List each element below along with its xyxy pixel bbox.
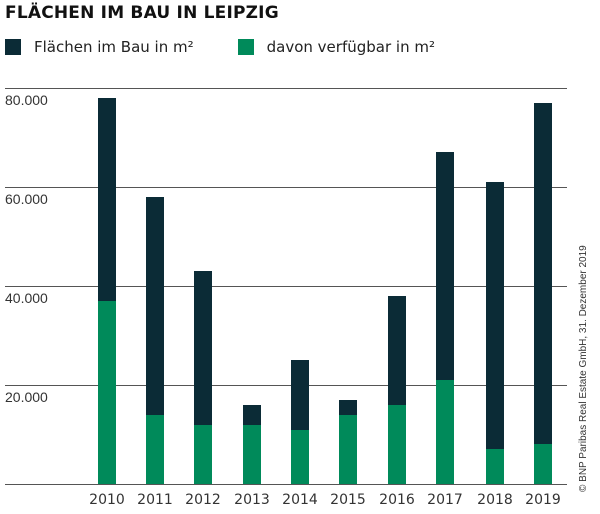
x-tick-label: 2019 — [525, 492, 561, 508]
x-tick-label: 2010 — [89, 492, 125, 508]
bar-segment-available — [436, 380, 454, 484]
legend: Flächen im Bau in m² davon verfügbar in … — [5, 38, 479, 56]
y-tick-label: 20.000 — [5, 389, 48, 405]
x-axis-baseline — [5, 484, 567, 485]
bar-2016 — [388, 295, 406, 484]
x-tick-label: 2012 — [185, 492, 221, 508]
bar-segment-available — [98, 300, 116, 484]
gridline-80000 — [5, 88, 567, 89]
gridline-20000 — [5, 385, 567, 386]
legend-item-total: Flächen im Bau in m² — [5, 38, 194, 56]
x-tick-label: 2016 — [379, 492, 415, 508]
legend-swatch-available — [237, 39, 254, 55]
y-tick-label: 40.000 — [5, 290, 48, 306]
y-tick-label: 60.000 — [5, 191, 48, 207]
x-tick-label: 2018 — [477, 492, 513, 508]
bar-segment-available — [486, 449, 504, 484]
legend-swatch-total — [5, 39, 21, 55]
copyright-credit: © BNP Paribas Real Estate GmbH, 31. Deze… — [578, 245, 589, 492]
bar-segment-total — [146, 196, 164, 484]
legend-item-available: davon verfügbar in m² — [237, 38, 435, 56]
gridline-60000 — [5, 187, 567, 188]
bar-2015 — [339, 399, 357, 484]
bar-2018 — [486, 182, 504, 484]
bar-segment-available — [146, 414, 164, 484]
bar-segment-available — [291, 429, 309, 484]
x-tick-label: 2011 — [137, 492, 173, 508]
bar-2010 — [98, 97, 116, 484]
y-tick-label: 80.000 — [5, 92, 48, 108]
bar-segment-total — [534, 102, 552, 484]
bar-segment-available — [194, 424, 212, 484]
x-tick-label: 2015 — [330, 492, 366, 508]
x-tick-label: 2013 — [234, 492, 270, 508]
gridline-40000 — [5, 286, 567, 287]
bar-2012 — [194, 271, 212, 484]
legend-label-available: davon verfügbar in m² — [266, 38, 435, 56]
bar-2019 — [534, 102, 552, 484]
chart-title: FLÄCHEN IM BAU IN LEIPZIG — [5, 3, 279, 23]
bar-2014 — [291, 360, 309, 484]
bar-segment-available — [243, 424, 261, 484]
bar-segment-available — [339, 414, 357, 484]
bar-segment-available — [534, 444, 552, 484]
x-tick-label: 2014 — [282, 492, 318, 508]
bar-2017 — [436, 152, 454, 484]
bar-segment-available — [388, 404, 406, 484]
bar-2013 — [243, 404, 261, 484]
x-tick-label: 2017 — [427, 492, 463, 508]
legend-label-total: Flächen im Bau in m² — [34, 38, 194, 56]
bar-segment-total — [486, 182, 504, 484]
bar-2011 — [146, 196, 164, 484]
